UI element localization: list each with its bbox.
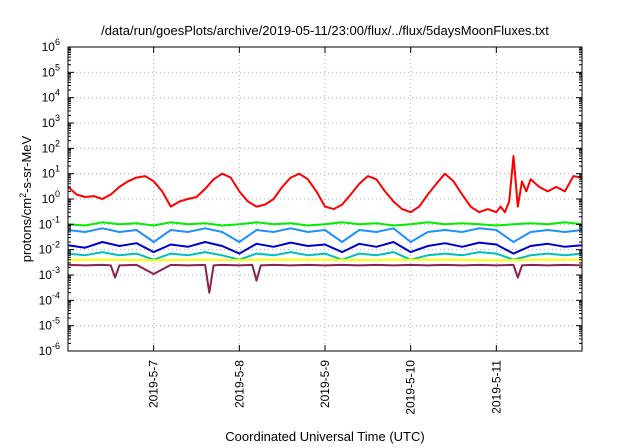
y-tick-label: 10-2 bbox=[39, 240, 60, 257]
y-tick-base: 10 bbox=[39, 268, 53, 282]
series-line-4 bbox=[67, 241, 583, 255]
x-axis-ticks: 2019-5-7 2019-5-8 2019-5-9 2019-5-10 2019-5-… bbox=[147, 47, 503, 415]
y-tick-base: 10 bbox=[39, 217, 53, 231]
y-tick-label: 10-4 bbox=[39, 290, 60, 307]
y-tick-label: 10-1 bbox=[39, 214, 60, 231]
y-tick-base: 10 bbox=[39, 293, 53, 307]
y-tick-exponent: -4 bbox=[52, 290, 60, 300]
y-tick-exponent: 4 bbox=[55, 88, 60, 98]
y-axis-label: protons/cm2-s-sr-MeV bbox=[18, 135, 34, 262]
y-tick-base: 10 bbox=[42, 116, 56, 130]
x-tick-label: 2019-5-11 bbox=[489, 360, 503, 414]
series-line-2 bbox=[67, 221, 583, 227]
y-tick-label: 106 bbox=[42, 37, 60, 54]
y-tick-base: 10 bbox=[42, 91, 56, 105]
series-line-1 bbox=[67, 155, 583, 214]
y-tick-exponent: -1 bbox=[52, 214, 60, 224]
y-axis-label-sup: 2 bbox=[18, 193, 28, 198]
series-line-7 bbox=[67, 263, 583, 294]
y-tick-exponent: -2 bbox=[52, 240, 60, 250]
y-tick-label: 101 bbox=[42, 164, 60, 181]
y-tick-exponent: 5 bbox=[55, 62, 60, 72]
y-tick-base: 10 bbox=[42, 65, 56, 79]
y-tick-label: 10-3 bbox=[39, 265, 60, 282]
y-tick-exponent: -3 bbox=[52, 265, 60, 275]
x-tick-label: 2019-5-10 bbox=[404, 360, 418, 415]
y-tick-base: 10 bbox=[39, 243, 53, 257]
y-tick-base: 10 bbox=[42, 40, 56, 54]
y-tick-base: 10 bbox=[42, 141, 56, 155]
y-tick-exponent: 6 bbox=[55, 37, 60, 47]
y-axis-label-base: protons/cm bbox=[19, 198, 34, 262]
y-tick-label: 105 bbox=[42, 62, 60, 79]
x-tick-label: 2019-5-9 bbox=[318, 360, 332, 408]
y-tick-label: 10-6 bbox=[39, 341, 60, 358]
series-line-3 bbox=[67, 227, 583, 243]
x-axis-label: Coordinated Universal Time (UTC) bbox=[225, 429, 424, 444]
y-tick-label: 103 bbox=[42, 113, 60, 130]
data-series bbox=[67, 155, 583, 294]
y-tick-exponent: 0 bbox=[55, 189, 60, 199]
y-tick-exponent: -6 bbox=[52, 341, 60, 351]
x-tick-label: 2019-5-8 bbox=[232, 360, 246, 408]
chart-title: /data/run/goesPlots/archive/2019-05-11/2… bbox=[101, 23, 549, 38]
y-axis-ticks: 10-610-510-410-310-210-11001011021031041… bbox=[39, 37, 582, 358]
y-tick-exponent: 3 bbox=[55, 113, 60, 123]
y-tick-exponent: -5 bbox=[52, 316, 60, 326]
y-tick-base: 10 bbox=[39, 319, 53, 333]
y-tick-label: 100 bbox=[42, 189, 60, 206]
y-tick-base: 10 bbox=[39, 344, 53, 358]
y-tick-base: 10 bbox=[42, 167, 56, 181]
y-tick-label: 102 bbox=[42, 138, 60, 155]
y-tick-label: 104 bbox=[42, 88, 60, 105]
y-tick-exponent: 1 bbox=[55, 164, 60, 174]
y-tick-base: 10 bbox=[42, 192, 56, 206]
series-line-6 bbox=[68, 258, 582, 262]
grid bbox=[68, 47, 582, 351]
x-tick-label: 2019-5-7 bbox=[147, 360, 161, 408]
y-tick-exponent: 2 bbox=[55, 138, 60, 148]
y-tick-label: 10-5 bbox=[39, 316, 60, 333]
y-axis-label-rest: -s-sr-MeV bbox=[19, 135, 34, 192]
